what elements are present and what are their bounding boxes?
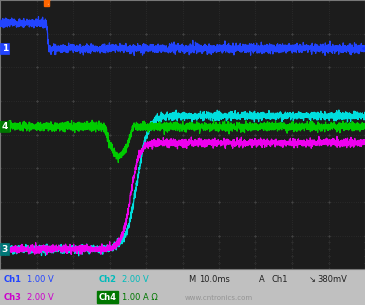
Text: 1: 1 [1,44,8,53]
Text: 4: 4 [1,122,8,131]
Text: Ch3: Ch3 [4,293,22,302]
Text: 2.00 V: 2.00 V [27,293,54,302]
Text: Ch4: Ch4 [99,293,116,302]
Text: M: M [188,275,195,284]
Text: www.cntronics.com: www.cntronics.com [184,295,253,301]
Text: A: A [259,275,265,284]
Text: 2.00 V: 2.00 V [122,275,149,284]
Text: ↘: ↘ [308,275,315,284]
Text: T: T [45,0,49,6]
Text: Ch1: Ch1 [272,275,288,284]
Text: 3: 3 [1,245,8,254]
Text: Ch1: Ch1 [4,275,22,284]
Text: 10.0ms: 10.0ms [199,275,230,284]
Text: 380mV: 380mV [317,275,347,284]
Text: Ch2: Ch2 [99,275,116,284]
Text: 1.00 A Ω: 1.00 A Ω [122,293,158,302]
Text: 1.00 V: 1.00 V [27,275,54,284]
